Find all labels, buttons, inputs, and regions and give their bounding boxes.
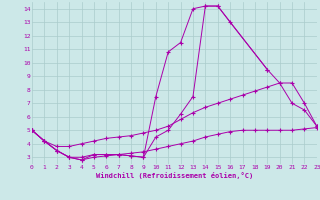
X-axis label: Windchill (Refroidissement éolien,°C): Windchill (Refroidissement éolien,°C)	[96, 172, 253, 179]
